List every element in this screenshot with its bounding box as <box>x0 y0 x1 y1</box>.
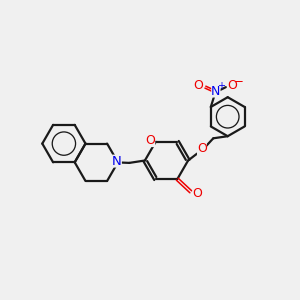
Text: +: + <box>217 81 225 91</box>
Text: O: O <box>193 80 203 92</box>
Text: −: − <box>234 75 244 88</box>
Text: N: N <box>112 154 122 168</box>
Text: O: O <box>197 142 207 155</box>
Text: N: N <box>211 85 220 98</box>
Text: O: O <box>227 80 237 92</box>
Text: O: O <box>193 187 202 200</box>
Text: O: O <box>146 134 155 147</box>
